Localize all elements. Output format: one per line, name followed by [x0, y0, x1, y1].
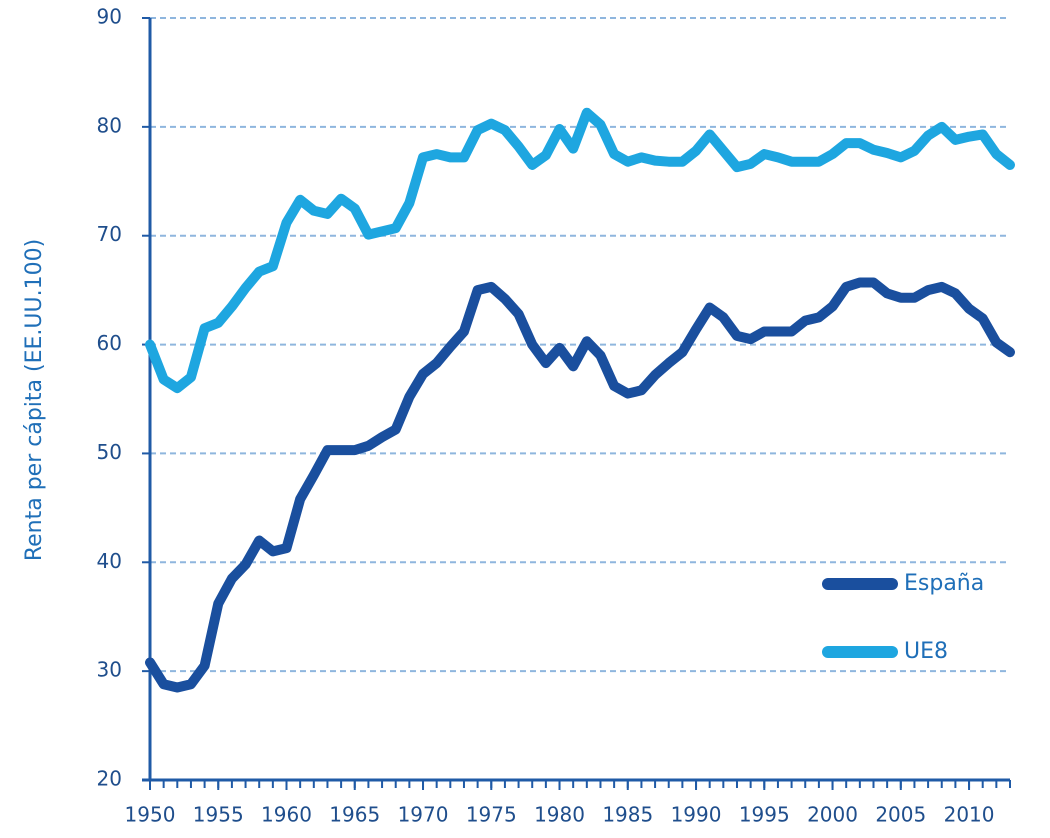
x-tick-label: 1955 — [193, 803, 244, 827]
y-tick-label: 30 — [97, 658, 122, 682]
y-tick-label: 60 — [97, 331, 122, 355]
x-tick-label: 1995 — [739, 803, 790, 827]
x-tick-label: 1980 — [534, 803, 585, 827]
x-tick-label: 2005 — [875, 803, 926, 827]
y-tick-label: 40 — [97, 549, 122, 573]
y-tick-label: 80 — [97, 113, 122, 137]
line-series — [145, 107, 1015, 394]
x-tick-label: 1990 — [671, 803, 722, 827]
y-tick-label: 90 — [97, 5, 122, 29]
x-tick-label: 1950 — [125, 803, 176, 827]
x-tick-label: 2010 — [944, 803, 995, 827]
x-tick-label: 2000 — [807, 803, 858, 827]
legend-label: UE8 — [904, 639, 948, 664]
line-series — [145, 277, 1015, 693]
y-tick-label: 50 — [97, 440, 122, 464]
x-tick-label: 1960 — [261, 803, 312, 827]
y-tick-label: 70 — [97, 222, 122, 246]
x-tick-label: 1985 — [602, 803, 653, 827]
x-tick-label: 1975 — [466, 803, 517, 827]
legend-label: España — [904, 571, 984, 596]
y-axis-label: Renta per cápita (EE.UU.100) — [22, 239, 47, 561]
y-tick-label: 20 — [97, 767, 122, 791]
x-tick-label: 1965 — [329, 803, 380, 827]
x-tick-label: 1970 — [398, 803, 449, 827]
